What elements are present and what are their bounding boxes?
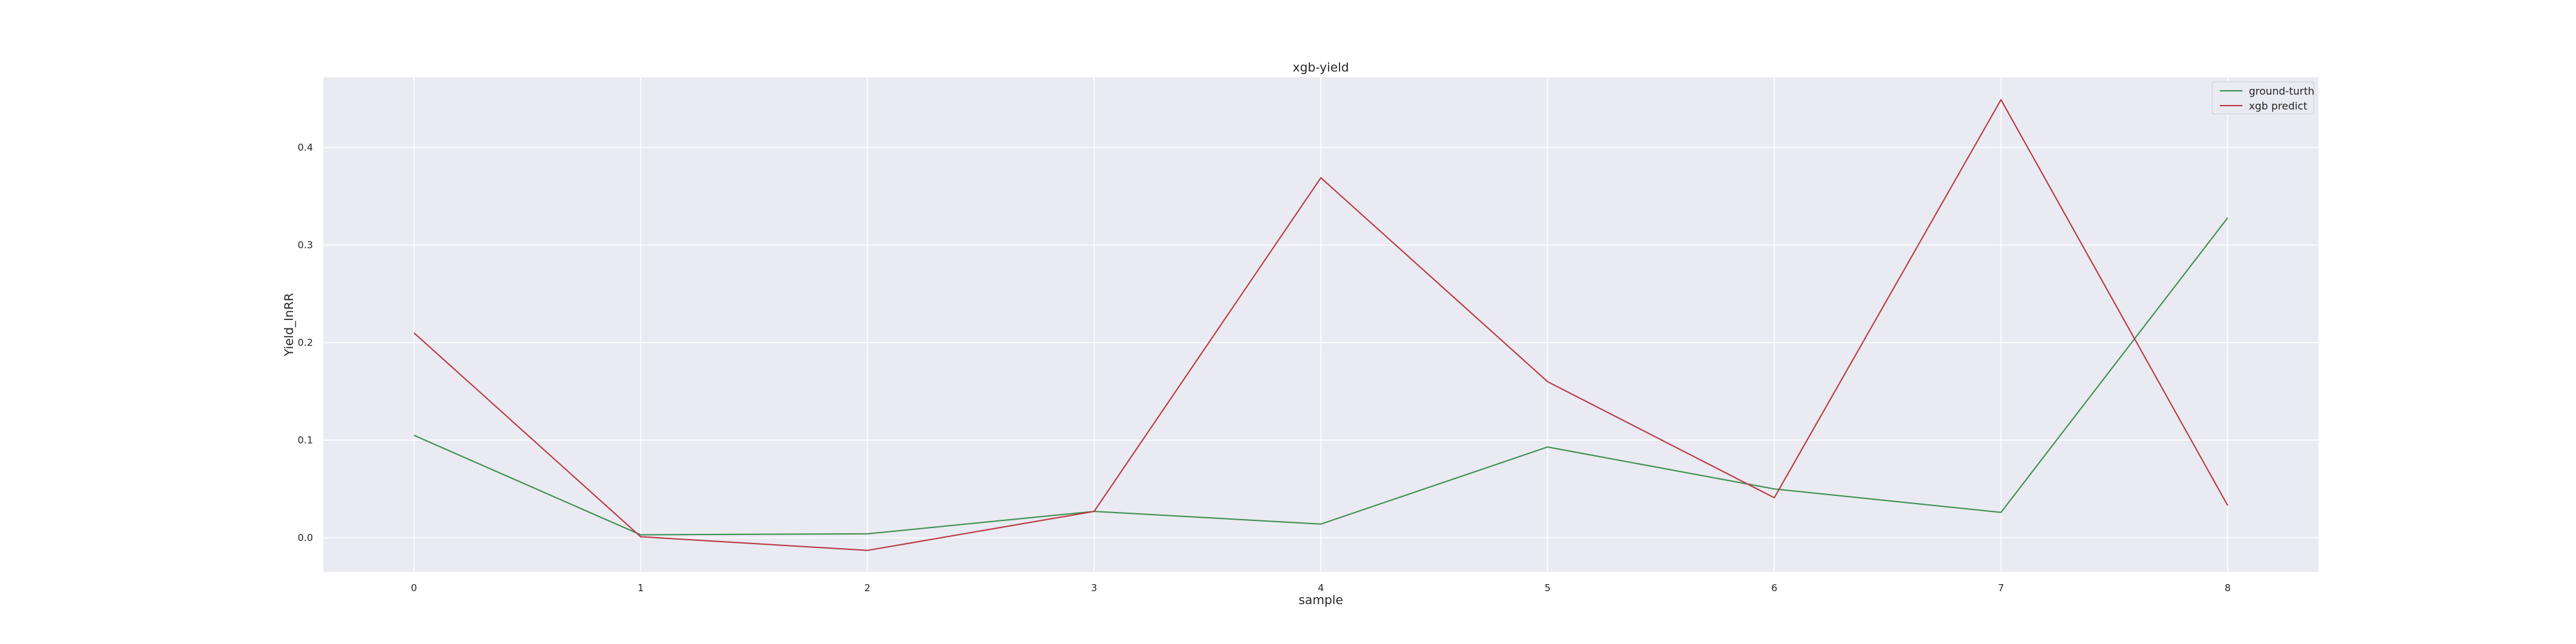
chart-title: xgb-yield	[1293, 61, 1349, 75]
x-tick-label: 8	[2224, 582, 2231, 594]
y-tick-labels: 0.0 0.1 0.2 0.3 0.4	[298, 142, 313, 544]
y-tick-label: 0.1	[298, 435, 313, 446]
series-lines	[413, 99, 2229, 551]
x-axis-label: sample	[1298, 593, 1343, 607]
x-tick-label: 2	[864, 582, 871, 594]
x-tick-label: 0	[411, 582, 417, 594]
y-axis-label: Yield_lnRR	[282, 293, 296, 357]
series-line-ground-turth	[413, 217, 2228, 536]
y-tick-label: 0.3	[298, 240, 313, 251]
y-tick-label: 0.2	[298, 337, 313, 348]
x-tick-label: 7	[1998, 582, 2004, 594]
y-tick-label: 0.0	[298, 532, 313, 544]
legend: ground-turth xgb predict	[2211, 81, 2315, 115]
grid	[323, 77, 2318, 572]
x-tick-label: 3	[1091, 582, 1097, 594]
series-line-xgb-predict	[413, 99, 2229, 551]
x-tick-label: 5	[1544, 582, 1551, 594]
y-tick-label: 0.4	[298, 142, 313, 153]
x-tick-label: 4	[1318, 582, 1324, 594]
x-tick-labels: 0 1 2 3 4 5 6 7 8	[411, 582, 2231, 594]
x-tick-label: 6	[1771, 582, 1777, 594]
x-tick-label: 1	[638, 582, 644, 594]
legend-label-ground-turth: ground-turth	[2249, 85, 2315, 97]
legend-label-xgb-predict: xgb predict	[2249, 100, 2307, 112]
